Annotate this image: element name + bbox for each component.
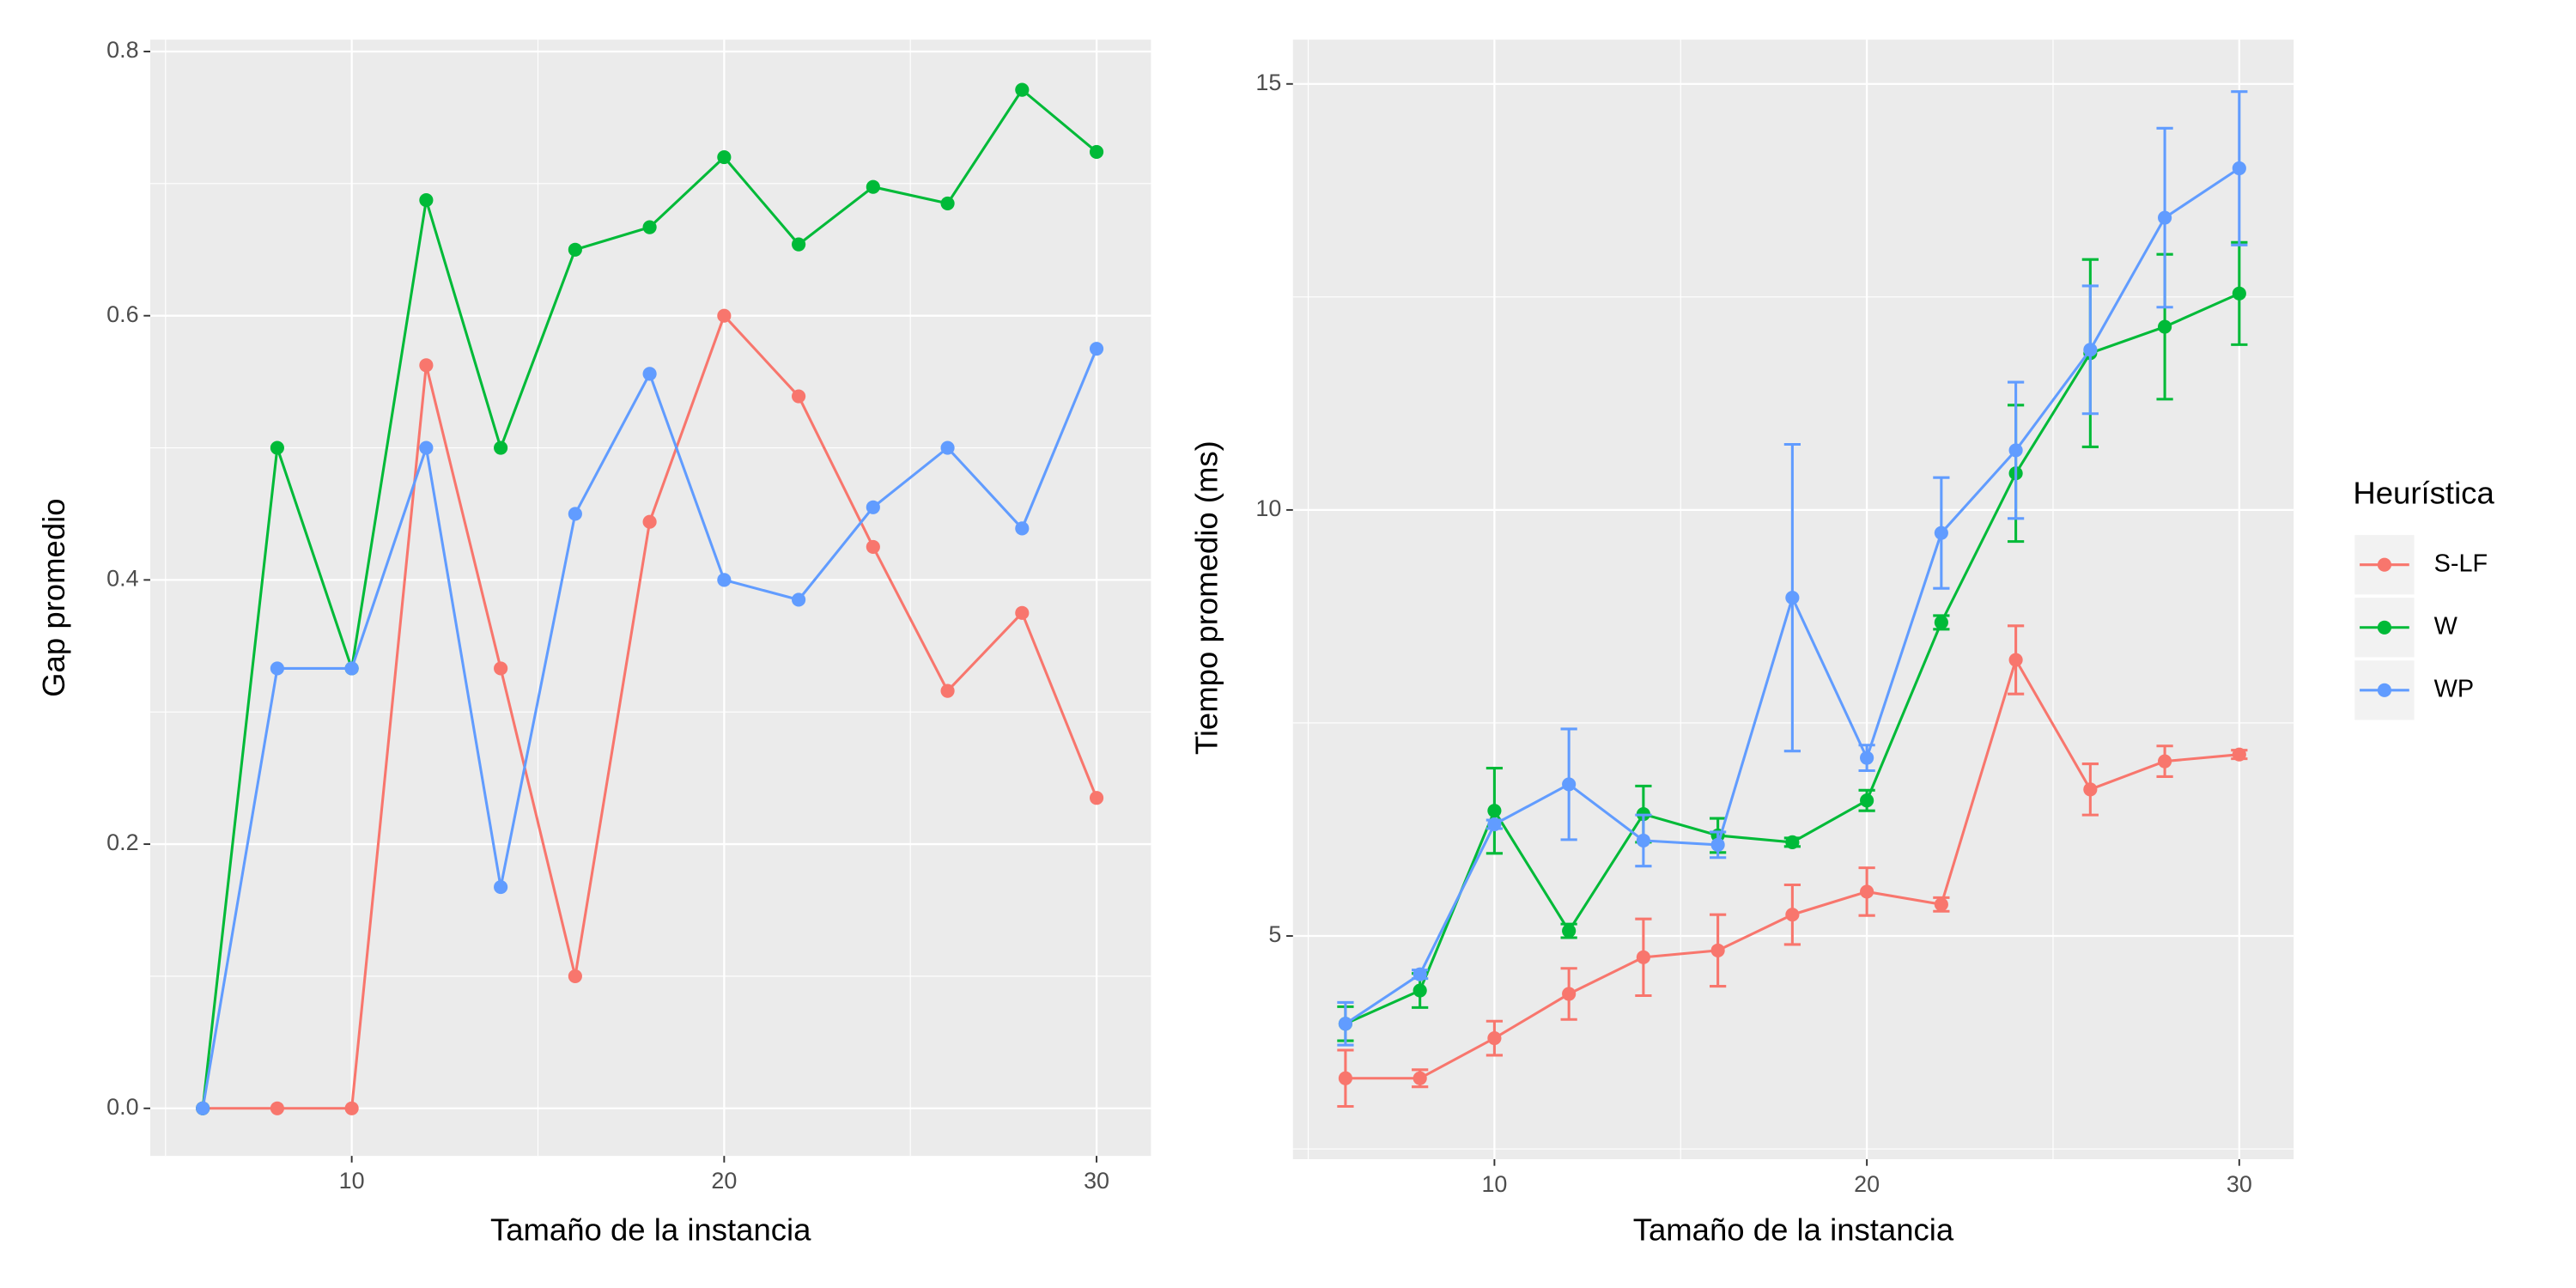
point [1089,144,1104,160]
point [1413,983,1427,998]
point [419,193,434,208]
x-axis-title: Tamaño de la instancia [1633,1212,1954,1247]
y-tick-label: 0.2 [106,829,138,855]
point [717,308,732,323]
point [2232,286,2246,301]
point [344,1101,359,1115]
point [866,500,880,514]
y-tick-label: 10 [1255,495,1281,521]
point [642,514,657,529]
point [270,1101,284,1115]
point [940,683,955,698]
point [1562,923,1577,939]
point [1015,605,1030,620]
point [2232,161,2246,176]
point [1860,884,1874,899]
point [1934,526,1948,540]
legend-label: S-LF [2434,550,2488,577]
point [866,539,880,554]
point [2008,443,2023,458]
point [1860,750,1874,765]
legend-point [2377,620,2392,635]
y-tick-label: 0.4 [106,565,138,591]
point [642,367,657,381]
point [1934,897,1948,912]
x-tick-label: 20 [1854,1171,1880,1197]
point [2232,747,2246,762]
point [494,440,508,455]
x-tick-label: 10 [1481,1171,1507,1197]
point [2083,782,2098,797]
panel-background [150,39,1151,1157]
point [196,1101,210,1115]
point [1636,833,1650,848]
point [1785,835,1800,849]
y-tick-label: 5 [1268,921,1281,947]
x-axis-title: Tamaño de la instancia [490,1212,811,1247]
point [494,880,508,895]
point [940,196,955,210]
point [1710,943,1725,957]
point [866,179,880,194]
point [1015,82,1030,97]
point [1015,521,1030,536]
y-tick-label: 0.8 [106,37,138,63]
point [270,661,284,676]
point [419,358,434,373]
point [1710,837,1725,852]
legend-point [2377,683,2392,697]
point [1636,950,1650,964]
y-axis-title: Tiempo promedio (ms) [1188,440,1224,755]
point [568,507,582,521]
point [494,661,508,676]
legend-label: W [2434,612,2458,640]
point [2083,343,2098,357]
point [1089,791,1104,805]
point [1338,1017,1352,1031]
point [940,440,955,455]
point [2158,210,2172,225]
legend-label: WP [2434,675,2474,702]
y-axis-title: Gap promedio [36,498,71,696]
x-tick-label: 30 [2227,1171,2252,1197]
point [1562,987,1577,1001]
point [1487,804,1502,818]
point [419,440,434,455]
point [1562,777,1577,792]
y-tick-label: 0.0 [106,1094,138,1120]
point [2008,653,2023,667]
y-tick-label: 0.6 [106,301,138,327]
point [344,661,359,676]
point [2158,754,2172,769]
point [1860,793,1874,808]
y-tick-label: 15 [1255,70,1281,95]
x-tick-label: 30 [1084,1168,1109,1194]
point [1089,342,1104,356]
x-tick-label: 20 [711,1168,737,1194]
point [1487,1031,1502,1046]
legend-point [2377,557,2392,572]
point [1487,817,1502,832]
point [717,573,732,587]
point [568,242,582,257]
point [1785,908,1800,922]
point [1785,591,1800,605]
point [2158,319,2172,334]
point [717,150,732,165]
point [792,237,806,252]
point [568,969,582,983]
point [792,389,806,404]
point [792,592,806,607]
x-tick-label: 10 [339,1168,365,1194]
legend-title: Heurística [2353,476,2494,511]
point [1338,1071,1352,1085]
point [1413,1071,1427,1085]
point [270,440,284,455]
point [1934,615,1948,629]
point [1413,967,1427,981]
point [642,220,657,234]
